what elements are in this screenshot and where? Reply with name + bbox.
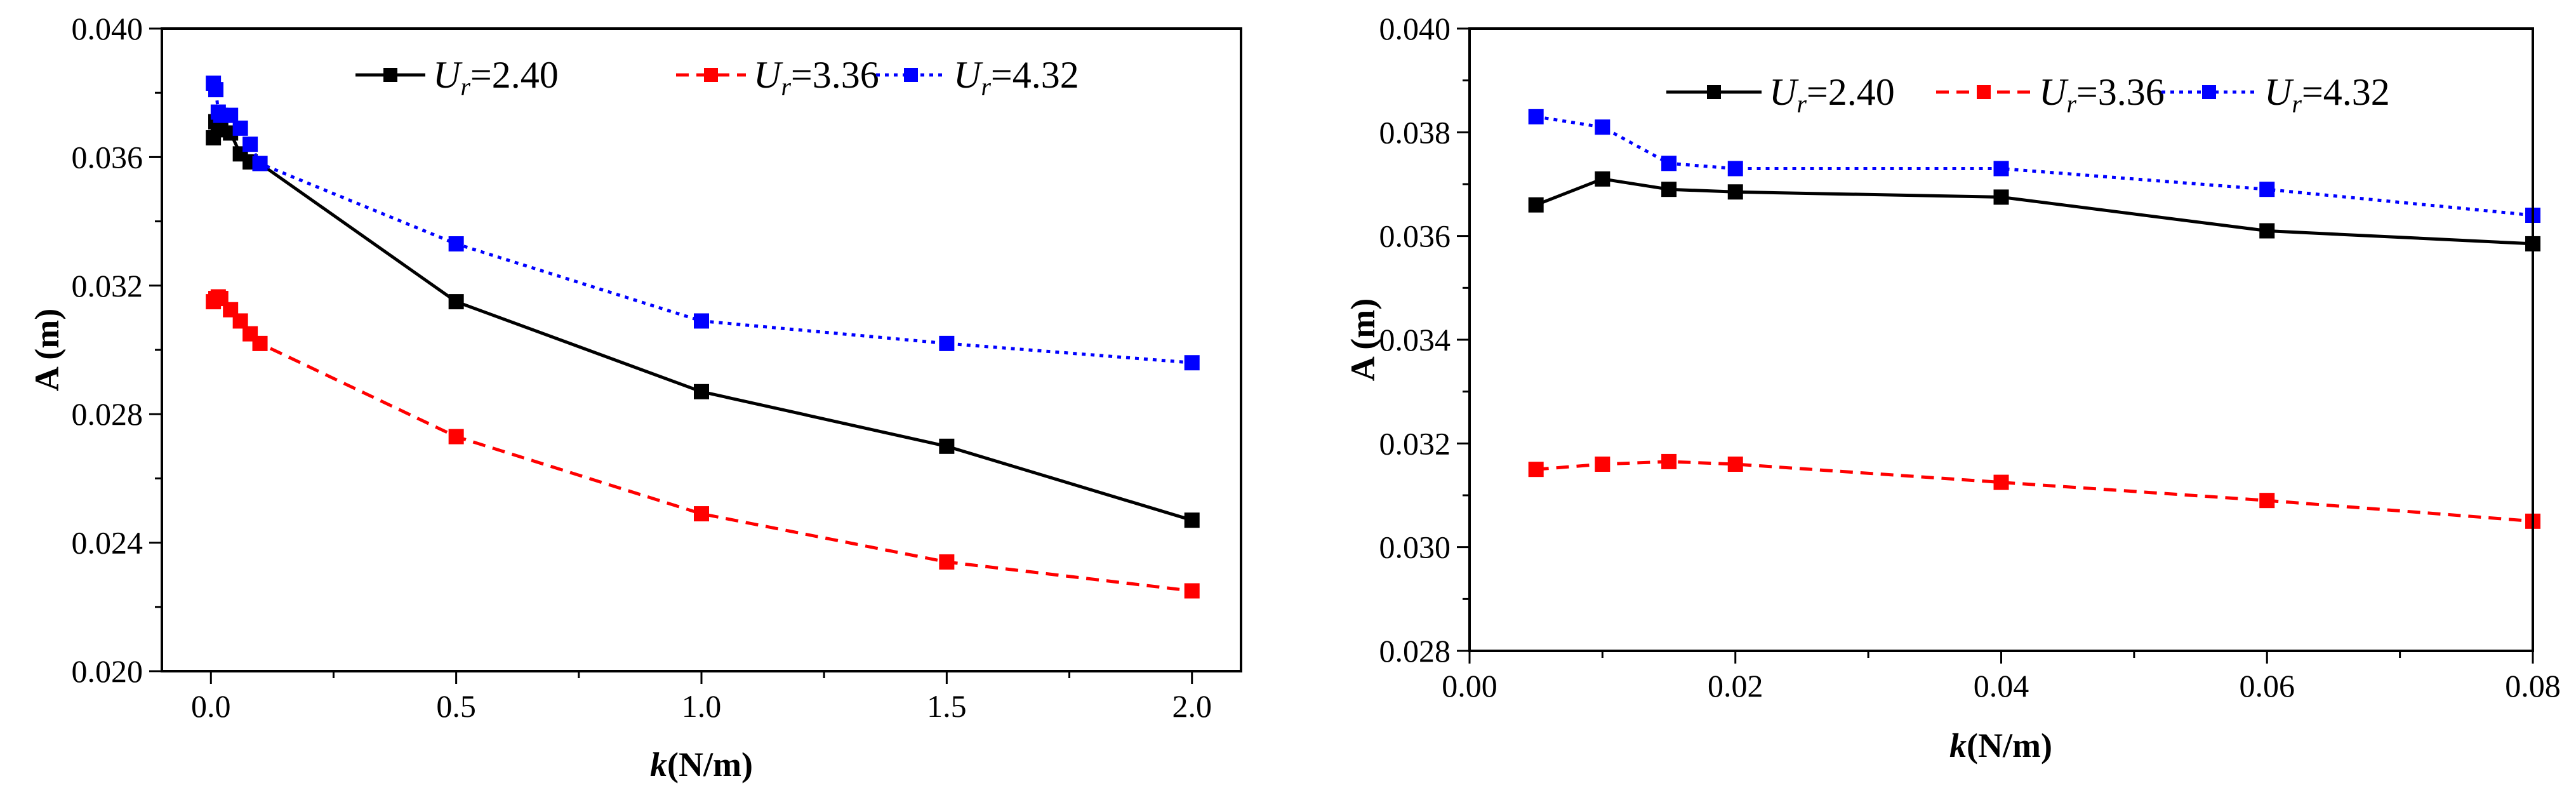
- right-x-tick-label: 0.02: [1708, 668, 1763, 704]
- left-x-tick-label: 1.5: [927, 688, 967, 724]
- left-data-point: [448, 294, 464, 310]
- right-data-point: [1661, 453, 1677, 469]
- right-data-point: [1595, 119, 1610, 135]
- right-data-point: [1661, 156, 1677, 171]
- right-x-tick-label: 0.04: [1974, 668, 2029, 704]
- left-legend-label-0: Ur=2.40: [433, 54, 559, 101]
- right-data-point: [1528, 462, 1544, 478]
- right-y-tick-label: 0.034: [1379, 322, 1451, 358]
- right-data-point: [2259, 223, 2275, 239]
- left-data-point: [252, 335, 268, 351]
- left-y-tick-label: 0.024: [72, 525, 143, 561]
- left-data-point: [223, 107, 239, 123]
- right-legend: Ur=2.40 Ur=3.36 Ur=4.32: [1666, 71, 2390, 118]
- left-data-point: [242, 137, 258, 152]
- left-ylabel: A (m): [28, 309, 66, 391]
- left-y-tick-label: 0.028: [72, 396, 143, 432]
- left-legend-label-1: Ur=3.36: [754, 54, 879, 101]
- right-data-point: [1993, 474, 2009, 490]
- left-x-tick-label: 0.5: [436, 688, 476, 724]
- right-legend-marker-1: [1977, 85, 1991, 99]
- right-data-point: [1727, 457, 1743, 472]
- right-legend-label-0: Ur=2.40: [1769, 71, 1895, 118]
- right-y-tick-label: 0.032: [1379, 425, 1451, 461]
- left-data-point: [1184, 512, 1200, 528]
- left-data-point: [448, 236, 464, 252]
- right-data-point: [1661, 182, 1677, 197]
- right-ylabel: A (m): [1344, 298, 1382, 381]
- left-legend-marker-1: [704, 68, 718, 82]
- right-x-tick-label: 0.08: [2505, 668, 2561, 704]
- left-data-point: [694, 384, 709, 399]
- left-data-point: [1184, 355, 1200, 371]
- right-data-point: [2259, 182, 2275, 197]
- right-data-point: [1528, 109, 1544, 124]
- left-x-tick-label: 2.0: [1172, 688, 1212, 724]
- right-data-point: [1993, 189, 2009, 205]
- left-data-point: [1184, 583, 1200, 599]
- left-data-point: [694, 506, 709, 522]
- left-legend-label-2: Ur=4.32: [953, 54, 1079, 101]
- right-legend-label-2: Ur=4.32: [2264, 71, 2390, 118]
- right-data-point: [2259, 493, 2275, 509]
- left-data-point: [939, 554, 955, 570]
- left-y-tick-label: 0.040: [72, 11, 143, 46]
- left-data-point: [694, 313, 709, 329]
- left-data-point: [939, 335, 955, 351]
- left-y-tick-label: 0.020: [72, 653, 143, 689]
- right-data-point: [1993, 161, 2009, 177]
- left-legend: Ur=2.40 Ur=3.36 Ur=4.32: [355, 54, 1079, 101]
- right-data-point: [1595, 171, 1610, 187]
- left-legend-marker-0: [383, 68, 397, 82]
- right-y-tick-label: 0.036: [1379, 218, 1451, 254]
- right-x-tick-label: 0.00: [1442, 668, 1497, 704]
- left-data-point: [448, 429, 464, 444]
- right-y-tick-label: 0.028: [1379, 633, 1451, 669]
- left-chart: 0.0 0.5 1.0 1.5 2.0 0.020 0.024 0.028 0.032 0.036…: [28, 11, 1242, 784]
- right-data-point: [1727, 184, 1743, 200]
- left-data-point: [252, 156, 268, 171]
- left-data-point: [939, 438, 955, 454]
- right-xlabel: k(N/m): [1949, 726, 2052, 765]
- right-y-tick-label: 0.038: [1379, 114, 1451, 150]
- right-chart: 0.00 0.02 0.04 0.06 0.08 0.028 0.030 0.032 0.034…: [1344, 11, 2561, 765]
- right-data-point: [1595, 457, 1610, 472]
- left-y-tick-label: 0.032: [72, 268, 143, 304]
- left-data-point: [232, 120, 248, 136]
- left-data-point: [208, 82, 223, 98]
- right-data-point: [1528, 197, 1544, 213]
- right-legend-marker-2: [2202, 85, 2216, 99]
- left-data-point: [232, 313, 248, 329]
- right-x-tick-label: 0.06: [2240, 668, 2295, 704]
- right-y-tick-label: 0.040: [1379, 11, 1451, 46]
- left-x-tick-label: 1.0: [682, 688, 722, 724]
- right-data-point: [1727, 161, 1743, 177]
- left-xlabel: k(N/m): [650, 745, 753, 784]
- left-x-tick-label: 0.0: [191, 688, 231, 724]
- right-y-tick-label: 0.030: [1379, 530, 1451, 565]
- right-legend-label-1: Ur=3.36: [2039, 71, 2165, 118]
- left-legend-marker-2: [904, 68, 918, 82]
- left-y-tick-label: 0.036: [72, 139, 143, 175]
- right-legend-marker-0: [1707, 85, 1721, 99]
